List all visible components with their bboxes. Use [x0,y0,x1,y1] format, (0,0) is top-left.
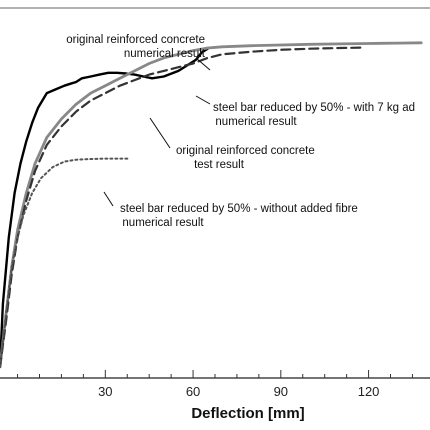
annotation-reduced-with-fibre: steel bar reduced by 50% - with 7 kg ad n… [213,102,415,128]
series-line-orig_num [0,41,423,369]
annotation-leader [149,117,171,149]
annotation-leader [195,57,211,71]
annotation-leader [195,95,211,105]
x-tick-label: 60 [186,384,200,399]
series-line-test [0,47,209,369]
annotation-original-numerical-line: numerical result [124,48,206,60]
series-line-reduced_fibre [0,46,364,368]
annotation-original-test-line: test result [194,159,245,171]
x-tick-label: 90 [274,384,288,399]
annotation-reduced-with-fibre-line: numerical result [215,116,297,128]
series-line-reduced_nofibre [0,157,130,368]
annotation-reduced-with-fibre-line: steel bar reduced by 50% - with 7 kg ad [213,102,415,114]
annotation-reduced-without-fibre-line: steel bar reduced by 50% - without added… [120,203,358,215]
annotation-original-numerical: original reinforced concrete numerical re… [66,34,206,60]
annotation-original-numerical-line: original reinforced concrete [66,34,205,46]
x-tick-label: 30 [98,384,112,399]
x-axis-title: Deflection [mm] [191,405,304,422]
annotation-reduced-without-fibre: steel bar reduced by 50% - without added… [120,203,358,229]
annotation-original-test: original reinforced concrete test result [176,145,315,171]
annotation-leader [103,191,114,207]
annotation-original-test-line: original reinforced concrete [176,145,315,157]
x-tick-label: 120 [358,384,380,399]
annotation-reduced-without-fibre-line: numerical result [122,217,204,229]
